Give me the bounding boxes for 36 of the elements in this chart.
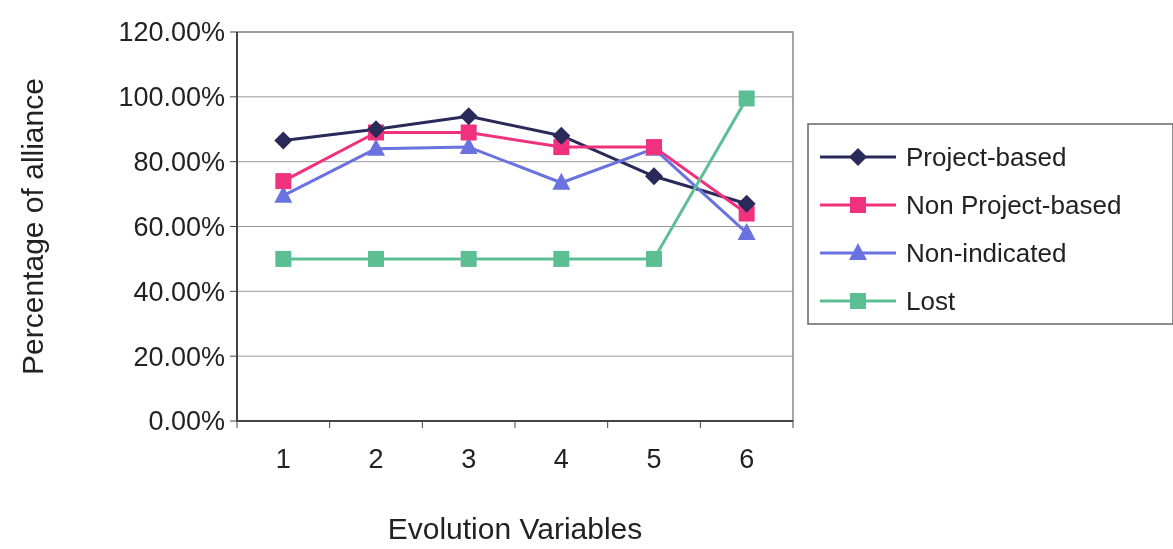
x-axis-title: Evolution Variables [387, 511, 643, 545]
x-tick-label: 5 [646, 444, 662, 475]
y-tick-label: 0.00% [148, 406, 225, 437]
legend-label: Non Project-based [906, 190, 1122, 221]
y-tick-label: 80.00% [133, 147, 225, 178]
x-tick-label: 2 [368, 444, 384, 475]
y-axis-title: Percentage of alliance [15, 78, 49, 375]
point [275, 250, 292, 267]
point [274, 131, 293, 150]
legend-label: Project-based [906, 142, 1067, 173]
x-tick-label: 3 [461, 444, 477, 475]
y-tick-label: 60.00% [133, 211, 225, 242]
y-tick-label: 20.00% [133, 341, 225, 372]
point [646, 250, 662, 267]
point [275, 173, 292, 190]
point [460, 124, 477, 141]
point [737, 194, 756, 213]
x-tick-label: 4 [553, 444, 569, 475]
legend-label: Lost [906, 286, 956, 317]
legend-label: Non-indicated [906, 238, 1067, 269]
point [552, 172, 571, 190]
x-tick-label: 6 [739, 444, 755, 475]
y-tick-label: 100.00% [118, 82, 225, 113]
point [368, 250, 384, 267]
point [552, 126, 571, 145]
y-tick-label: 120.00% [118, 17, 225, 48]
x-tick-label: 1 [275, 444, 291, 475]
point [367, 120, 385, 139]
point [645, 167, 663, 186]
point [553, 250, 570, 267]
point [737, 222, 756, 240]
point [738, 90, 755, 107]
point [460, 250, 477, 267]
point [367, 138, 385, 156]
y-tick-label: 40.00% [133, 276, 225, 307]
point [459, 107, 478, 126]
